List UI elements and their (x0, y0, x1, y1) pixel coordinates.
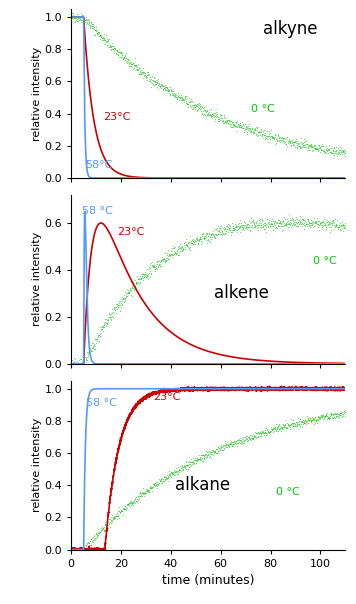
Text: 58 °C: 58 °C (86, 398, 117, 408)
Y-axis label: relative intensity: relative intensity (32, 418, 42, 512)
Text: 0 °C: 0 °C (251, 104, 274, 114)
Text: 23°C: 23°C (117, 228, 145, 237)
Text: 58 °C: 58 °C (83, 207, 113, 216)
Text: alkane: alkane (176, 477, 230, 495)
Text: 58°C: 58°C (85, 160, 112, 170)
Text: alkyne: alkyne (263, 21, 318, 38)
Text: 0 °C: 0 °C (276, 487, 299, 496)
Y-axis label: relative intensity: relative intensity (32, 232, 42, 327)
X-axis label: time (minutes): time (minutes) (162, 574, 255, 587)
Text: 23°C: 23°C (153, 392, 181, 402)
Text: 23°C: 23°C (104, 112, 131, 122)
Text: alkene: alkene (214, 284, 269, 302)
Text: 0 °C: 0 °C (313, 255, 337, 266)
Y-axis label: relative intensity: relative intensity (32, 47, 42, 141)
